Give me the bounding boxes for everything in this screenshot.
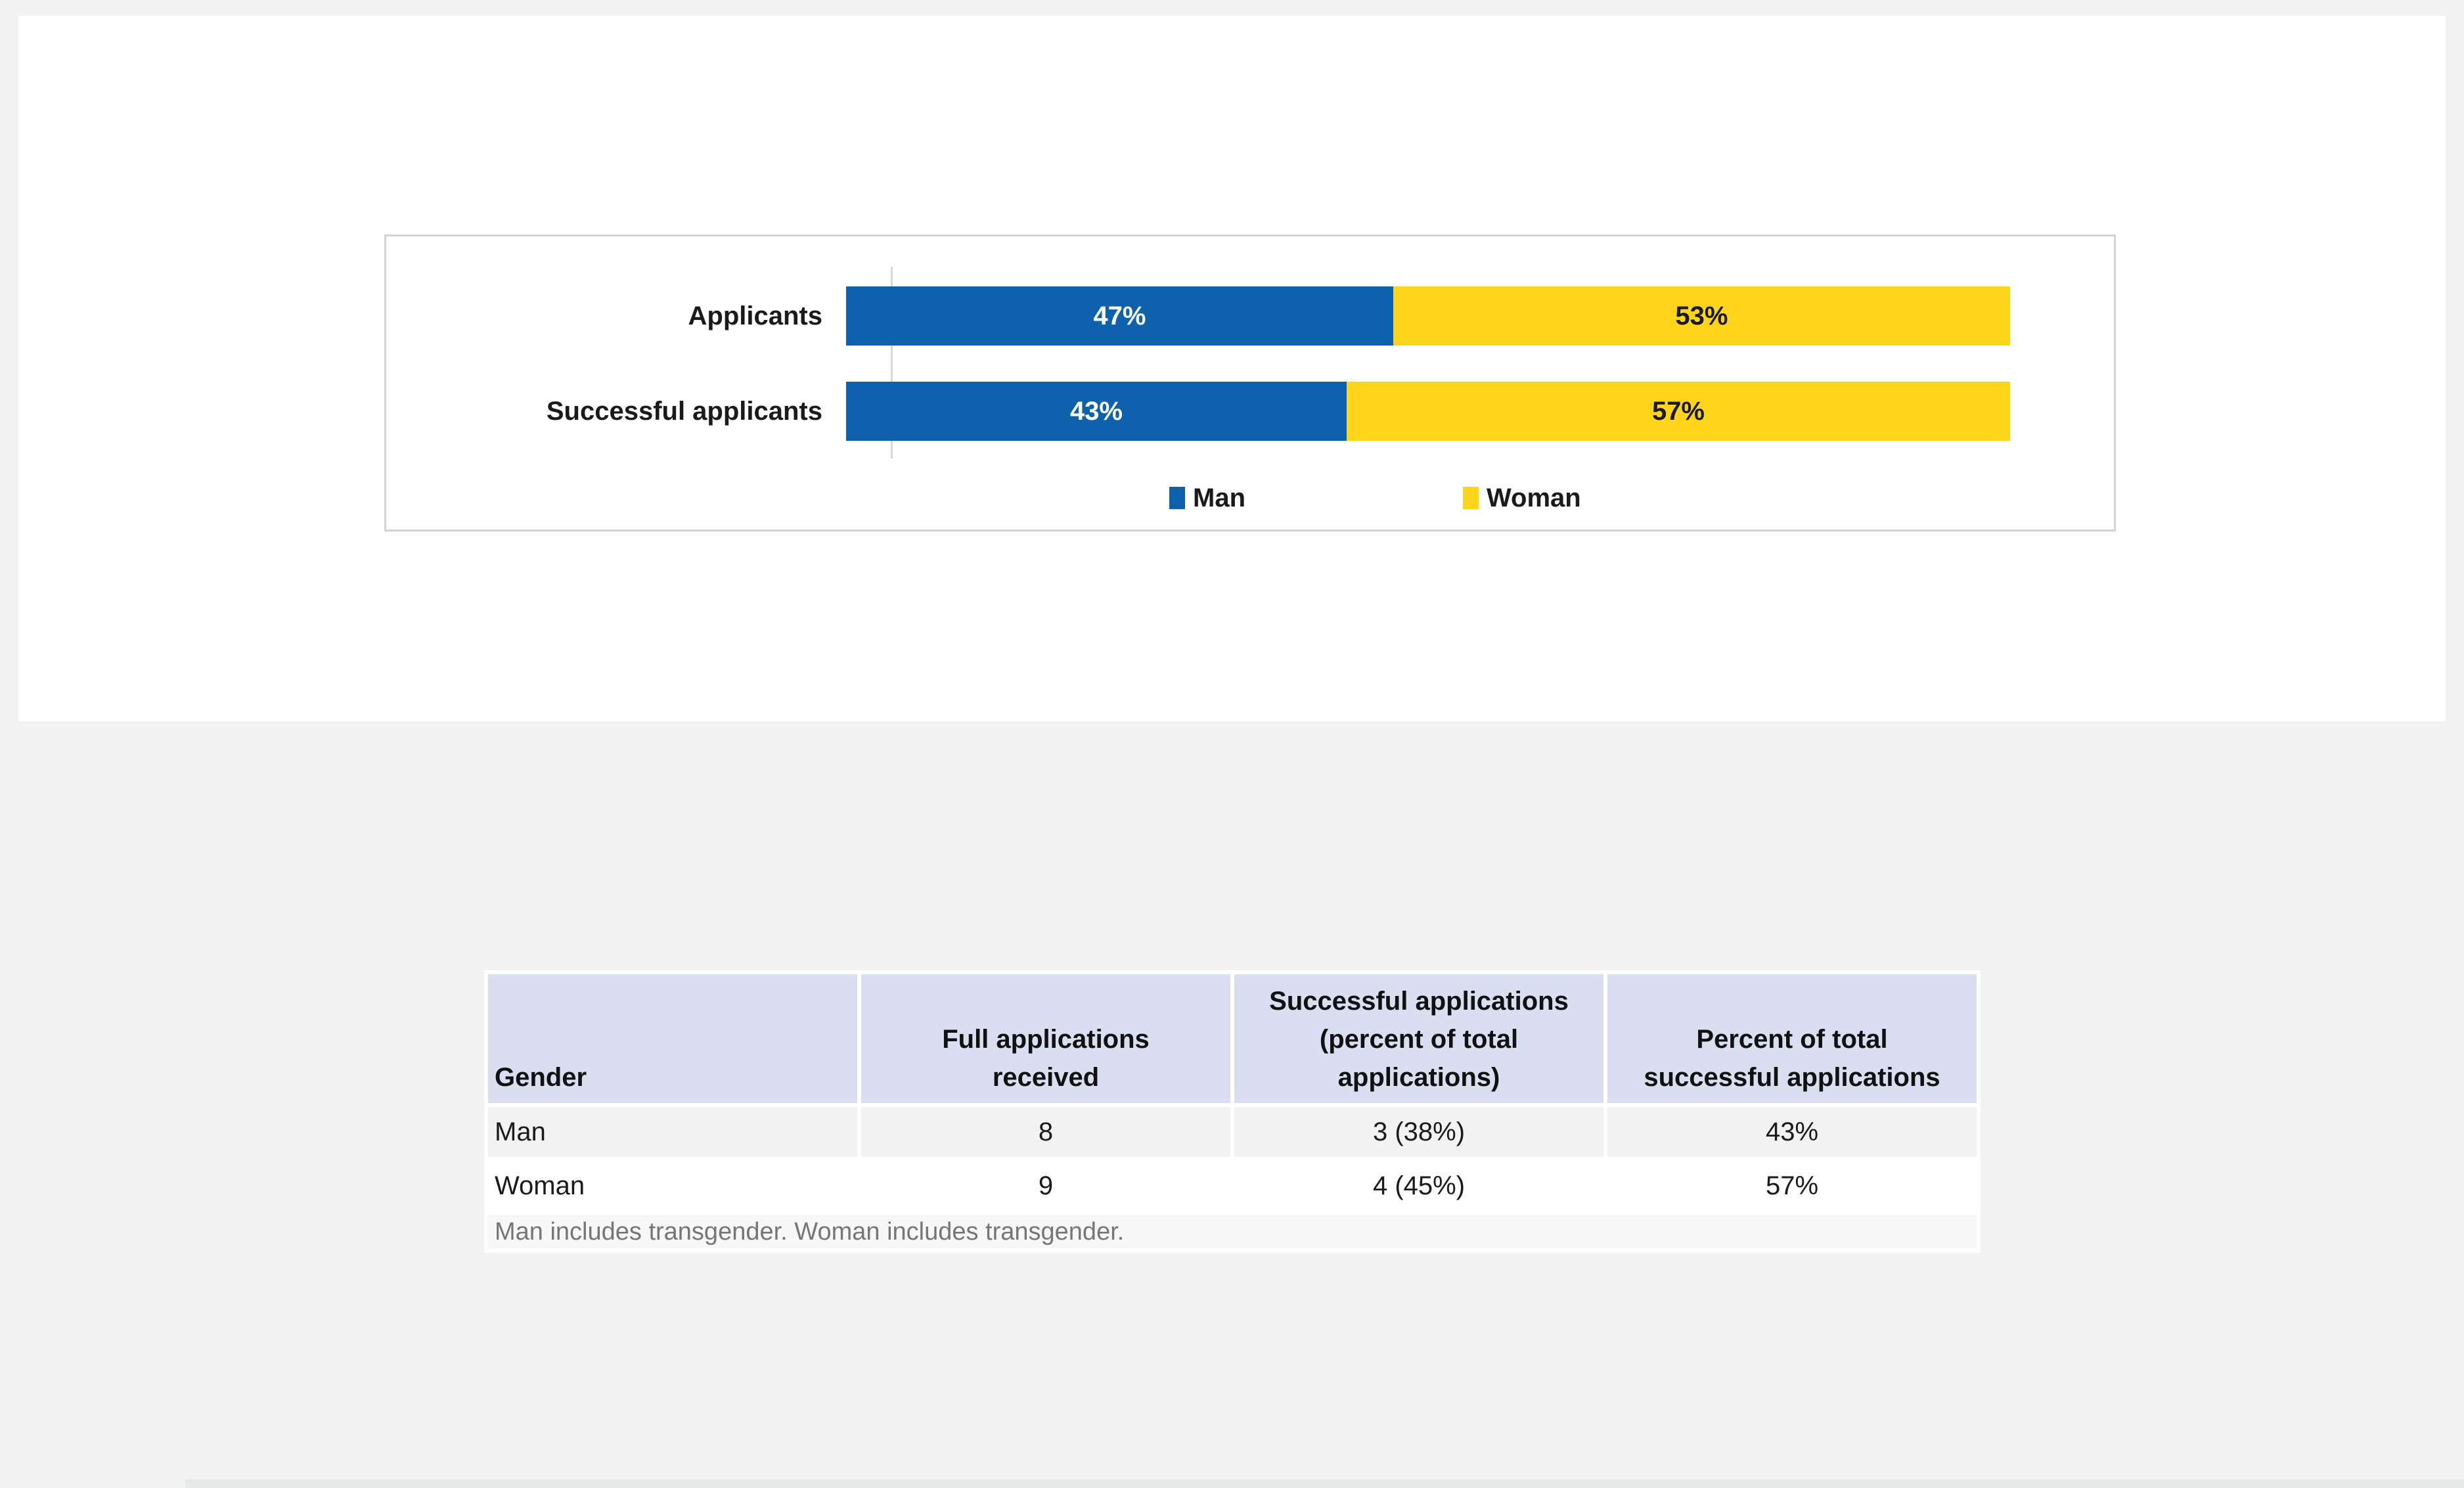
column-header: Gender: [488, 974, 857, 1103]
column-header: Full applications received: [861, 974, 1230, 1103]
table-cell: 43%: [1607, 1107, 1977, 1157]
table-cell: 9: [861, 1161, 1230, 1211]
table-footnote-row: Man includes transgender. Woman includes…: [488, 1215, 1977, 1249]
bar-value-label: 53%: [1675, 301, 1728, 330]
gender-applications-chart: Applicants 47% 53% Successful applicants 43%…: [384, 235, 2116, 531]
column-header: Successful applications (percent of tota…: [1234, 974, 1603, 1103]
table-row-man: Man 8 3 (38%) 43%: [488, 1107, 1977, 1157]
category-axis-line: [891, 267, 893, 459]
table-cell: 8: [861, 1107, 1230, 1157]
bar-segment-man: 43%: [846, 382, 1347, 441]
category-label: Applicants: [688, 302, 822, 330]
bar-value-label: 57%: [1651, 396, 1705, 426]
bar-segment-woman: 57%: [1346, 382, 2010, 441]
legend-label: Man: [1193, 483, 1245, 512]
legend-color-man: [1169, 487, 1185, 509]
bar-value-label: 47%: [1093, 301, 1146, 330]
legend-color-woman: [1463, 487, 1479, 509]
table-cell: 57%: [1607, 1161, 1977, 1211]
bar-track: 43% 57%: [846, 382, 2010, 441]
legend-label: Woman: [1487, 483, 1581, 512]
table-cell: Man: [488, 1107, 857, 1157]
table-header-row: Gender Full applications received Successf…: [488, 974, 1977, 1103]
category-label: Successful applicants: [546, 397, 822, 426]
chart-legend: Man Woman: [386, 482, 2114, 514]
table-cell: Woman: [488, 1161, 857, 1211]
bar-segment-man: 47%: [846, 286, 1393, 346]
legend-item-woman: Woman: [1463, 482, 1581, 514]
window-bottom-edge: [185, 1479, 2464, 1488]
legend-item-man: Man: [1169, 482, 1245, 514]
table-cell: 4 (45%): [1234, 1161, 1603, 1211]
table-row-woman: Woman 9 4 (45%) 57%: [488, 1161, 1977, 1211]
table-footnote: Man includes transgender. Woman includes…: [488, 1215, 1977, 1249]
bar-track: 47% 53%: [846, 286, 2010, 346]
bar-value-label: 43%: [1069, 396, 1123, 426]
bar-segment-woman: 53%: [1393, 286, 2010, 346]
chart-plot-area: Applicants 47% 53% Successful applicants 43%…: [386, 286, 2114, 477]
column-header: Percent of total successful applications: [1607, 974, 1977, 1103]
chart-row: Applicants 47% 53%: [386, 286, 2114, 346]
chart-row: Successful applicants 43% 57%: [386, 382, 2114, 441]
table-cell: 3 (38%): [1234, 1107, 1603, 1157]
report-panel: Applicants 47% 53% Successful applicants 43%…: [18, 16, 2446, 721]
gender-applications-table: Gender Full applications received Successf…: [484, 970, 1981, 1253]
